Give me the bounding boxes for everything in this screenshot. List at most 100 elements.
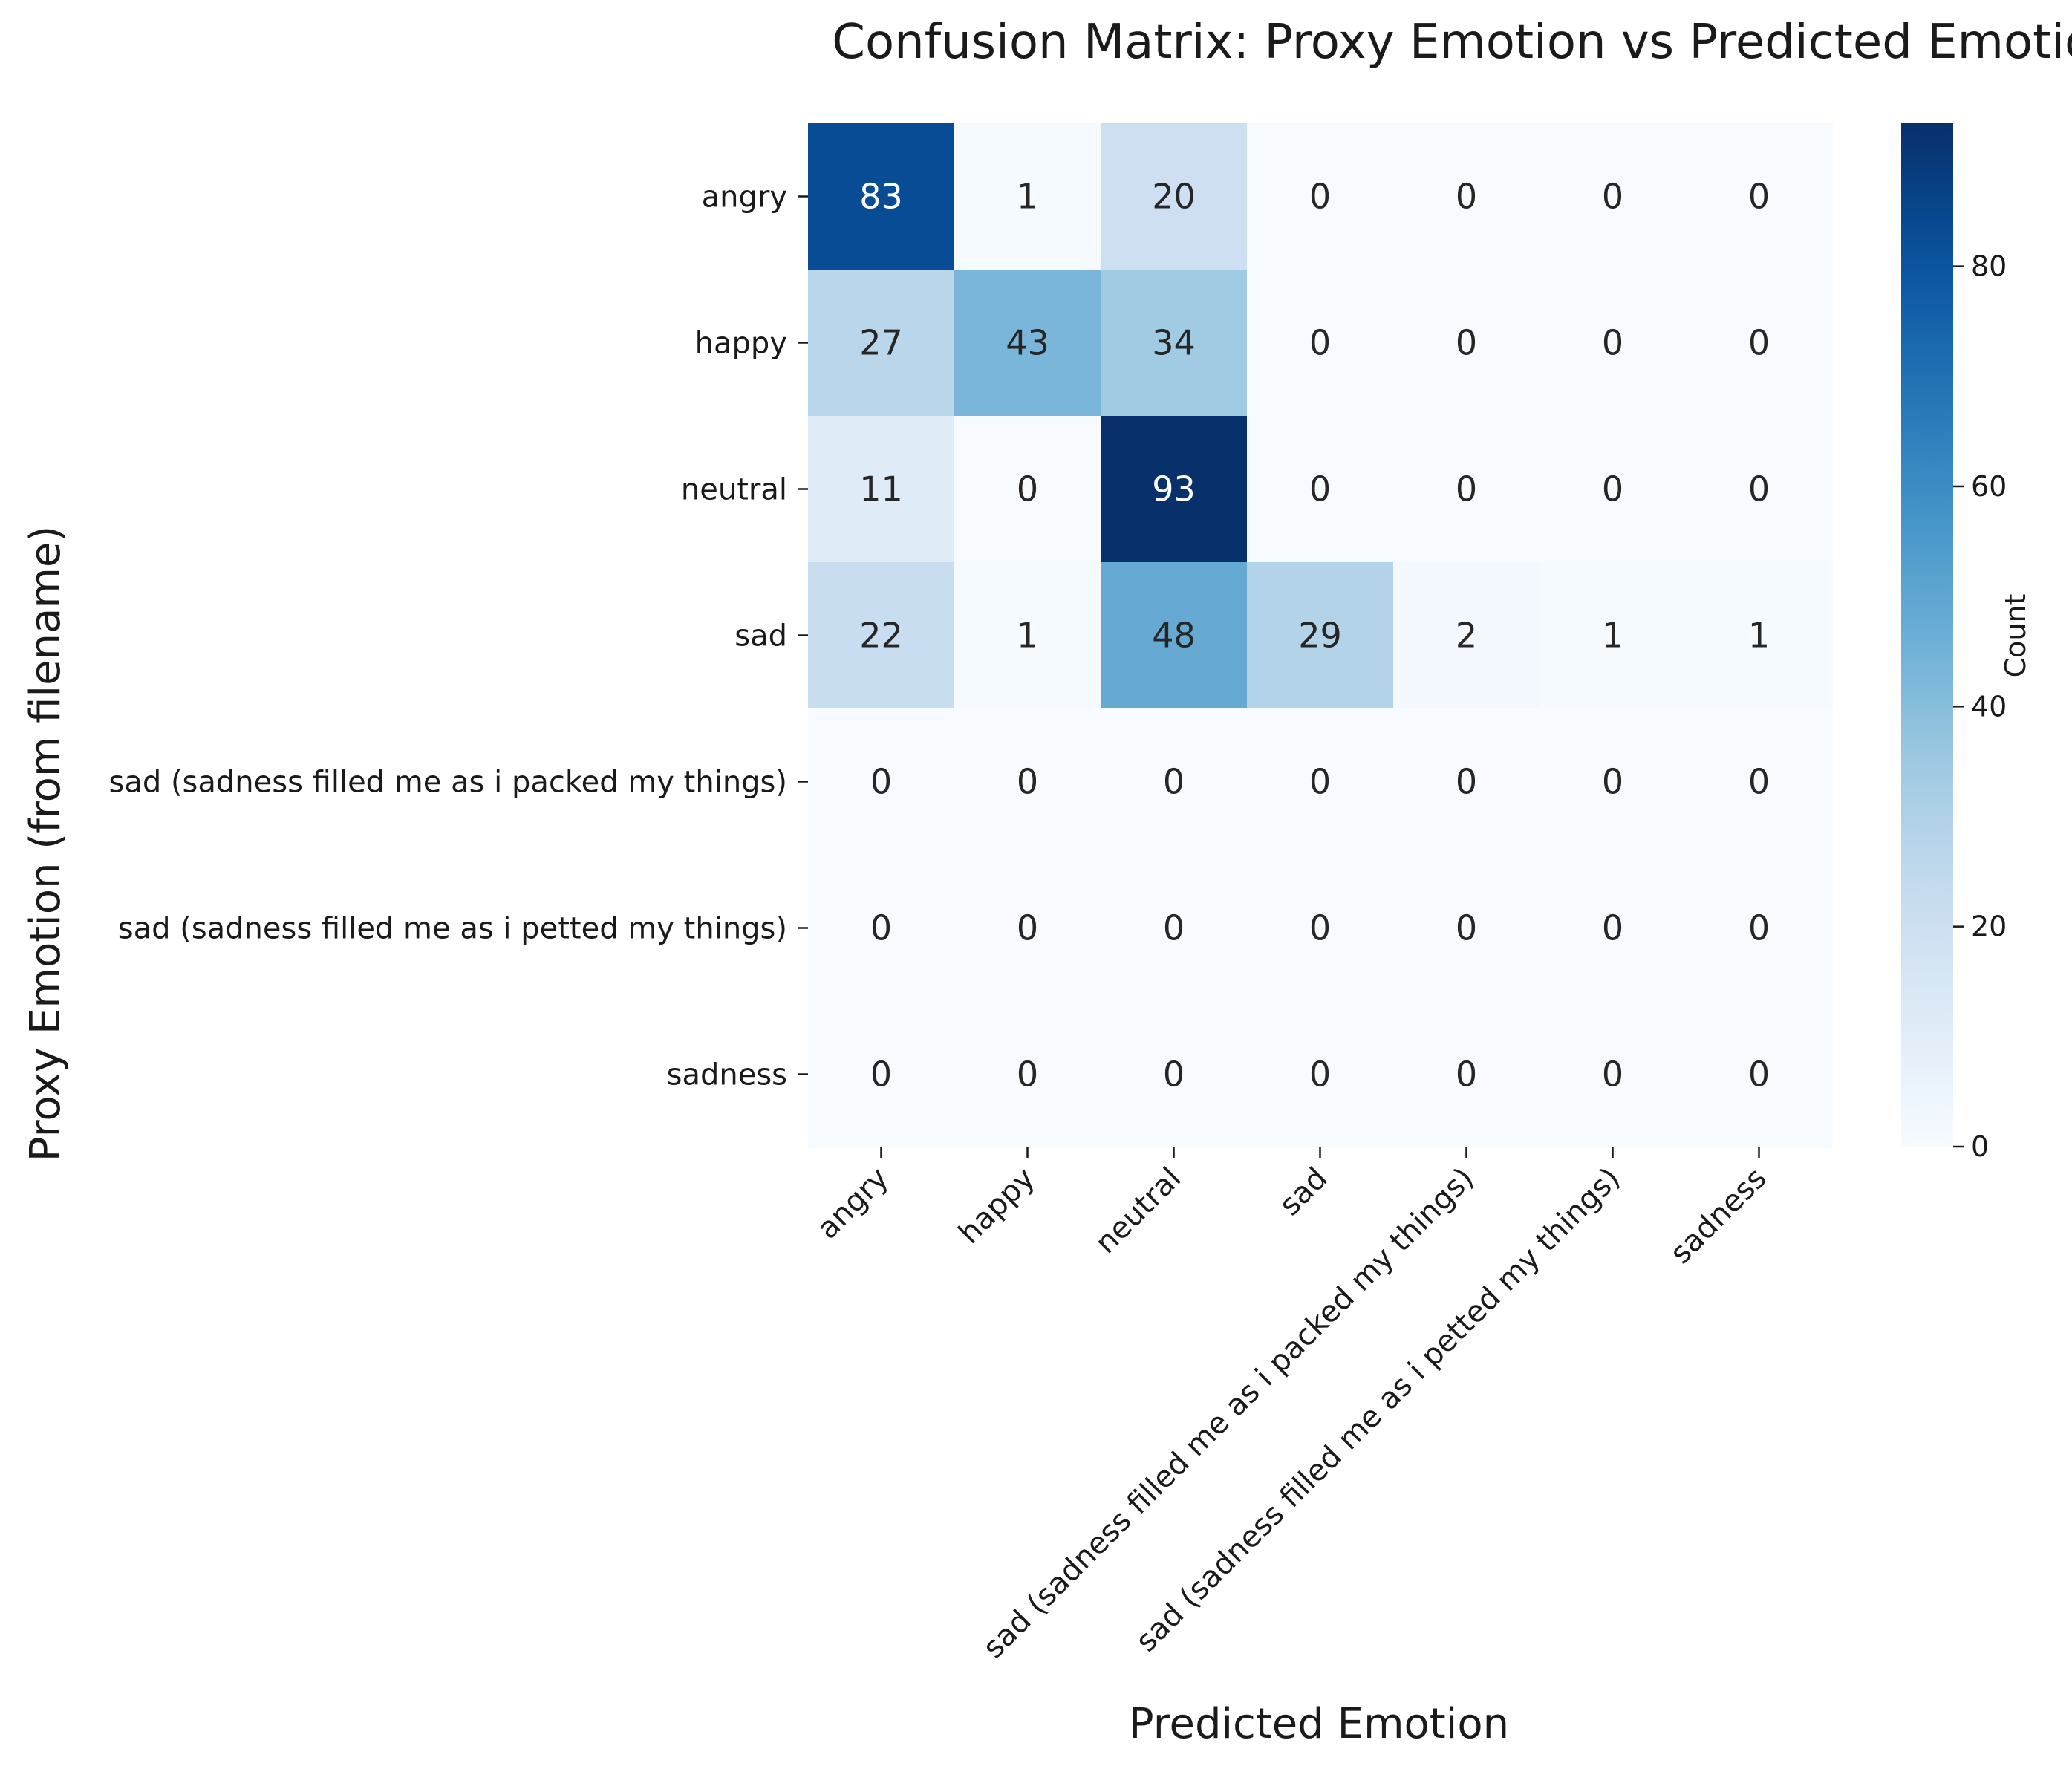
x-tick-label: angry [810,1161,895,1246]
x-tick-label: sad [1273,1161,1335,1223]
heatmap-cell [808,416,955,563]
heatmap-cell [808,708,955,856]
cell-value-label: 0 [1309,1055,1331,1095]
heatmap-cell [1393,416,1540,563]
heatmap-cell [1686,416,1833,563]
heatmap-cell [1247,1001,1394,1148]
heatmap-cell [1686,708,1833,856]
y-axis-title: Proxy Emotion (from filename) [22,526,70,1161]
heatmap-cell [1393,562,1540,709]
cell-value-label: 0 [1748,469,1770,509]
cell-value-label: 22 [859,616,903,656]
heatmap-cell [1247,562,1394,709]
cell-value-label: 0 [870,762,892,802]
cell-value-label: 0 [1163,908,1185,948]
cell-value-label: 0 [1456,1055,1477,1095]
cell-value-label: 0 [1748,323,1770,363]
cell-value-label: 1 [1602,616,1623,656]
heatmap-cell [808,855,955,1002]
cell-value-label: 0 [1748,177,1770,217]
heatmap-cell [1247,270,1394,417]
heatmap-cell [954,270,1101,417]
x-tick-label: sadness [1664,1161,1773,1271]
heatmap-cell [954,416,1101,563]
y-tick-label: sad (sadness filled me as i packed my th… [108,766,787,800]
heatmap-cell [1686,855,1833,1002]
cell-value-label: 27 [859,323,903,363]
cell-value-label: 48 [1152,616,1196,656]
x-tick-label: neutral [1089,1161,1188,1261]
cell-value-label: 0 [1309,908,1331,948]
heatmap-cell [1101,708,1248,856]
heatmap-cell [1393,270,1540,417]
heatmap-cell [1686,270,1833,417]
heatmap-cell [1540,708,1687,856]
y-tick-label: sad [734,619,787,654]
heatmap-cell [1247,416,1394,563]
heatmap-cell [954,708,1101,856]
heatmap-cell [808,123,955,270]
cell-value-label: 0 [1748,1055,1770,1095]
cell-value-label: 0 [1456,469,1477,509]
y-tick-label: neutral [681,473,787,507]
heatmap-cell [1101,562,1248,709]
cell-value-label: 0 [1748,908,1770,948]
cell-value-label: 0 [870,908,892,948]
heatmap-cell [808,562,955,709]
cell-value-label: 0 [1309,323,1331,363]
cell-value-label: 11 [859,469,903,509]
cell-value-labels: 83 1 20 0 0 0 027 43 34 0 0 0 011 0 93 0 0 0 022 1 48 29 2 1 10 0… [859,177,1770,1095]
heatmap-cell [1540,562,1687,709]
heatmap-cell [1393,1001,1540,1148]
chart-title: Confusion Matrix: Proxy Emotion vs Predi… [832,15,2072,70]
x-axis-title: Predicted Emotion [1129,1700,1509,1748]
cell-value-label: 83 [859,177,903,217]
colorbar-tick-label: 0 [1971,1130,1989,1163]
cell-value-label: 1 [1017,177,1038,217]
heatmap-cell [1540,270,1687,417]
heatmap-cell [1540,1001,1687,1148]
cell-value-label: 0 [1602,469,1623,509]
colorbar-tick-label: 60 [1971,470,2007,503]
heatmap-cell [1101,270,1248,417]
heatmap-cell [1247,855,1394,1002]
cell-value-label: 0 [1309,469,1331,509]
colorbar-label: Count [1999,594,2032,678]
colorbar-tick-label: 80 [1971,250,2007,283]
heatmap-cell [1686,1001,1833,1148]
heatmap-cell [808,270,955,417]
heatmap-cell [954,123,1101,270]
heatmap-cell [1101,123,1248,270]
cell-value-label: 0 [1602,177,1623,217]
y-tick-label: angry [702,180,787,215]
heatmap-cell [954,562,1101,709]
cell-value-label: 0 [1017,908,1038,948]
cell-value-label: 0 [1017,762,1038,802]
cell-value-label: 0 [1602,323,1623,363]
heatmap-cell [1393,855,1540,1002]
cell-value-label: 29 [1298,616,1342,656]
cell-value-label: 0 [870,1055,892,1095]
colorbar-tick-label: 40 [1971,690,2007,723]
cell-value-label: 0 [1456,762,1477,802]
cell-value-label: 1 [1748,616,1770,656]
heatmap-cell [808,1001,955,1148]
heatmap-cell [1393,708,1540,856]
cell-value-label: 0 [1309,762,1331,802]
heatmap-cell [1393,123,1540,270]
cell-value-label: 0 [1456,323,1477,363]
cell-value-label: 0 [1602,1055,1623,1095]
cell-value-label: 0 [1017,469,1038,509]
cell-value-label: 2 [1456,616,1477,656]
colorbar-ticks: 0 20 40 60 80 [1953,250,2007,1163]
cell-value-label: 20 [1152,177,1196,217]
cell-value-label: 0 [1602,908,1623,948]
cell-value-label: 1 [1017,616,1038,656]
heatmap-cell [1686,562,1833,709]
cell-value-label: 0 [1748,762,1770,802]
heatmap-cell [954,1001,1101,1148]
heatmap-cell [1101,855,1248,1002]
heatmap-cell [1247,123,1394,270]
